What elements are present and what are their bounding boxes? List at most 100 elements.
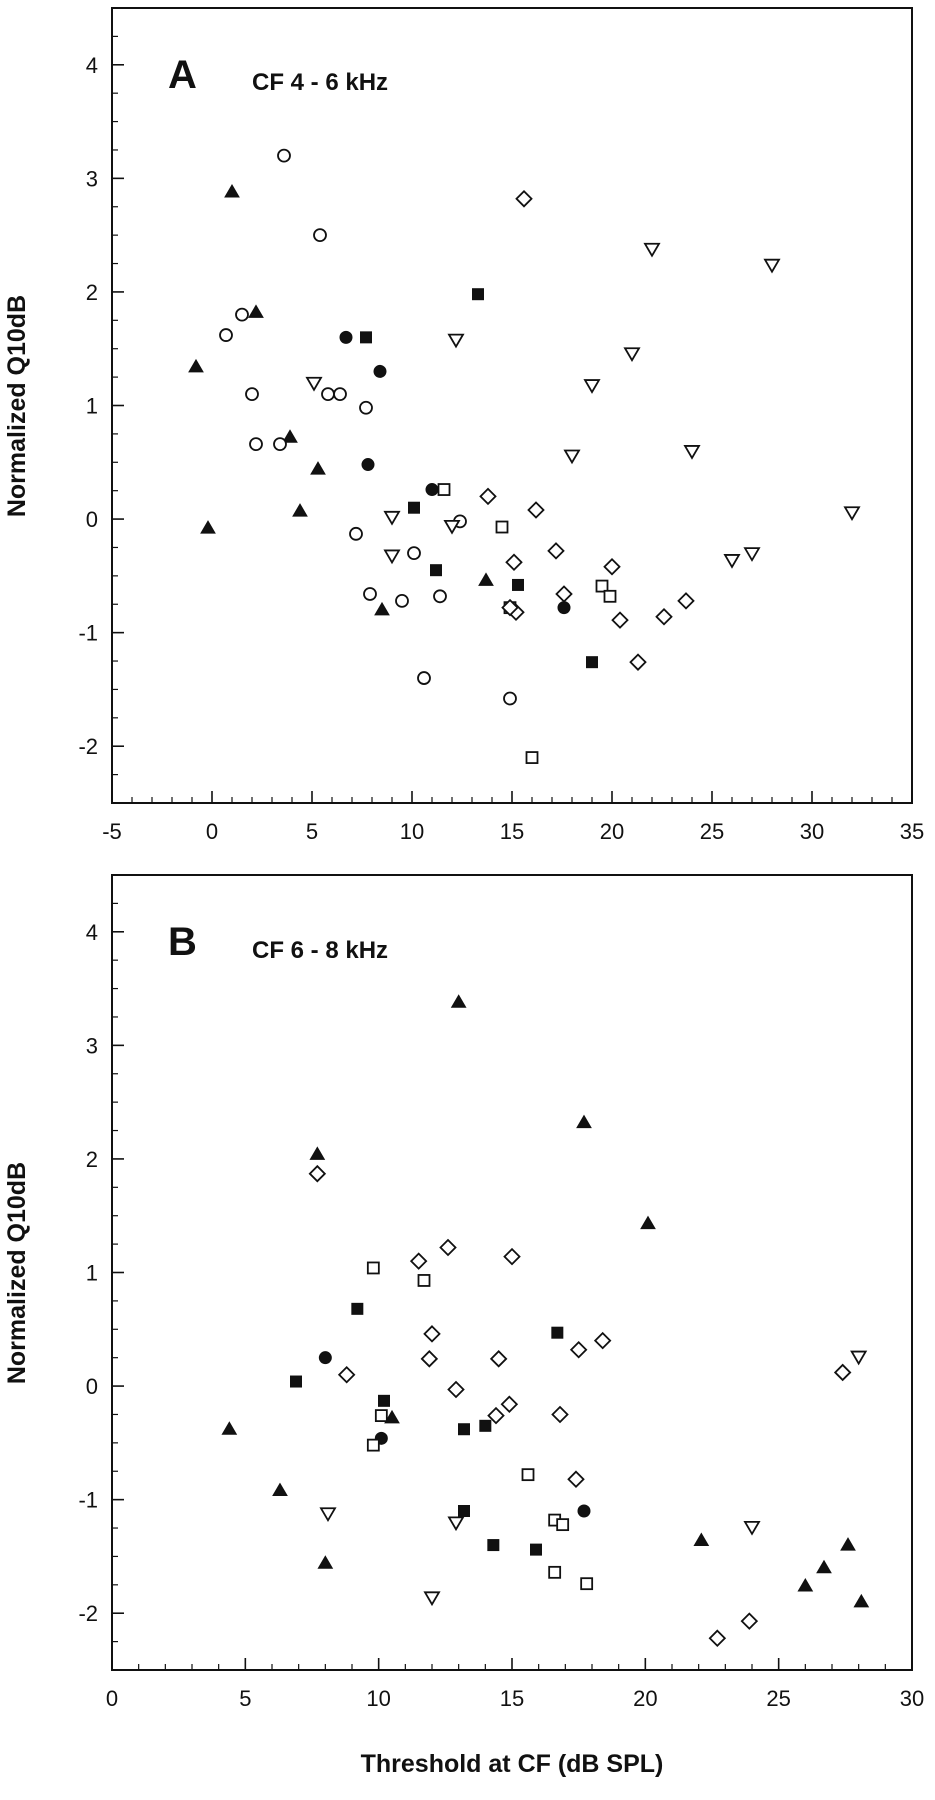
data-point-open-diamond [567, 1470, 585, 1488]
data-point-filled-triangle [853, 1593, 870, 1608]
data-point-filled-triangle [309, 1146, 326, 1160]
data-point-open-triangle-down [305, 376, 323, 392]
y-tick-label: 2 [86, 1147, 98, 1172]
data-point-open-diamond [337, 1365, 356, 1384]
data-point-filled-triangle [576, 1114, 592, 1129]
x-axis-title: Threshold at CF (dB SPL) [361, 1750, 664, 1778]
data-point-filled-square [487, 1539, 500, 1552]
data-point-open-triangle-down [643, 242, 661, 258]
panel-b-title: CF 6 - 8 kHz [252, 937, 388, 964]
data-point-open-square [525, 751, 539, 764]
data-point-open-diamond [487, 1406, 505, 1425]
data-point-open-circle [277, 148, 291, 163]
x-tick-label: 20 [600, 819, 624, 844]
data-point-filled-square [479, 1419, 492, 1432]
data-point-open-diamond [603, 557, 621, 576]
data-point-open-diamond [569, 1340, 588, 1359]
data-point-filled-triangle [317, 1555, 334, 1569]
data-point-filled-triangle [693, 1532, 710, 1547]
data-point-open-triangle-down [447, 1516, 465, 1532]
x-tick-label: -5 [102, 819, 122, 844]
data-point-filled-square [290, 1375, 302, 1388]
data-point-filled-triangle [450, 994, 467, 1008]
data-point-open-square [374, 1409, 388, 1422]
x-tick-label: 35 [900, 819, 924, 844]
data-point-open-circle [273, 437, 287, 452]
data-point-open-diamond [489, 1350, 508, 1368]
data-point-open-triangle-down [623, 347, 641, 363]
panel-b-letter: B [168, 920, 197, 964]
x-tick-label: 5 [239, 1686, 251, 1711]
data-point-open-circle [235, 307, 249, 322]
data-point-open-diamond [611, 611, 629, 629]
data-point-filled-square [351, 1302, 364, 1315]
data-point-filled-square [378, 1394, 390, 1407]
data-point-filled-circle [373, 364, 387, 378]
data-point-filled-triangle [310, 461, 326, 475]
panel-b-axis-ticks [111, 874, 913, 1671]
data-point-open-triangle-down [850, 1350, 868, 1366]
y-tick-label: 3 [86, 166, 98, 191]
data-point-filled-triangle [200, 520, 216, 534]
y-tick-label: 1 [86, 394, 98, 419]
data-point-open-square [548, 1565, 562, 1579]
panel-a-axis-ticks [111, 7, 913, 804]
data-point-open-circle [321, 387, 335, 402]
panel-b-frame [111, 874, 913, 1671]
data-point-open-triangle-down [319, 1507, 337, 1523]
data-point-filled-square [360, 331, 372, 344]
data-point-open-square [417, 1274, 431, 1287]
x-tick-label: 5 [306, 819, 318, 844]
y-tick-label: 4 [86, 920, 98, 945]
data-point-open-diamond [547, 542, 565, 560]
data-point-filled-triangle [640, 1215, 656, 1230]
panel-b-tick-labels: -2 -1 0 1 2 3 4 0 5 10 15 20 25 30 [78, 920, 924, 1711]
data-point-filled-square [458, 1423, 470, 1436]
data-point-open-diamond [500, 1395, 519, 1414]
data-point-open-square [366, 1438, 380, 1452]
x-tick-label: 25 [766, 1686, 790, 1711]
data-point-filled-triangle [221, 1421, 238, 1435]
data-point-open-diamond [503, 1247, 521, 1266]
data-point-filled-square [430, 564, 442, 577]
data-point-filled-square [458, 1505, 470, 1517]
data-point-open-circle [407, 546, 421, 561]
data-point-open-diamond [593, 1331, 612, 1350]
data-point-open-triangle-down [423, 1591, 441, 1607]
data-point-open-diamond [505, 553, 523, 572]
data-point-open-circle [219, 328, 233, 342]
data-point-filled-triangle [248, 304, 264, 318]
panel-b-y-axis-title: Normalized Q10dB [3, 1162, 31, 1384]
data-point-filled-triangle [478, 572, 494, 586]
data-point-filled-square [551, 1326, 564, 1339]
data-point-filled-triangle [292, 503, 308, 517]
data-point-open-diamond [515, 190, 533, 208]
data-point-filled-triangle [374, 601, 390, 616]
data-point-filled-circle [577, 1504, 591, 1518]
data-point-filled-triangle [188, 358, 204, 373]
data-point-open-triangle-down [563, 449, 581, 465]
data-point-open-circle [433, 589, 447, 604]
panel-b: -2 -1 0 1 2 3 4 0 5 10 15 20 25 30 B CF 6 - 8 kHz Nor… [3, 874, 924, 1778]
data-point-filled-square [530, 1543, 542, 1556]
data-point-open-triangle-down [723, 554, 741, 569]
x-tick-label: 25 [700, 819, 724, 844]
y-tick-label: 0 [86, 507, 98, 532]
x-tick-label: 10 [366, 1686, 390, 1711]
data-point-filled-circle [361, 458, 375, 472]
data-point-filled-triangle [282, 429, 298, 443]
data-point-filled-triangle [797, 1577, 814, 1592]
panel-a-title: CF 4 - 6 kHz [252, 69, 388, 96]
data-point-open-square [495, 520, 509, 534]
y-tick-label: -1 [78, 1488, 98, 1513]
data-point-open-square [603, 589, 617, 603]
data-point-open-triangle-down [843, 506, 861, 522]
data-point-open-triangle-down [683, 445, 701, 460]
data-point-open-triangle-down [383, 549, 401, 565]
data-point-open-square [437, 483, 451, 496]
data-point-open-triangle-down [763, 258, 781, 274]
data-point-open-diamond [551, 1405, 569, 1424]
data-point-filled-circle [339, 330, 353, 344]
data-point-open-triangle-down [583, 379, 601, 394]
